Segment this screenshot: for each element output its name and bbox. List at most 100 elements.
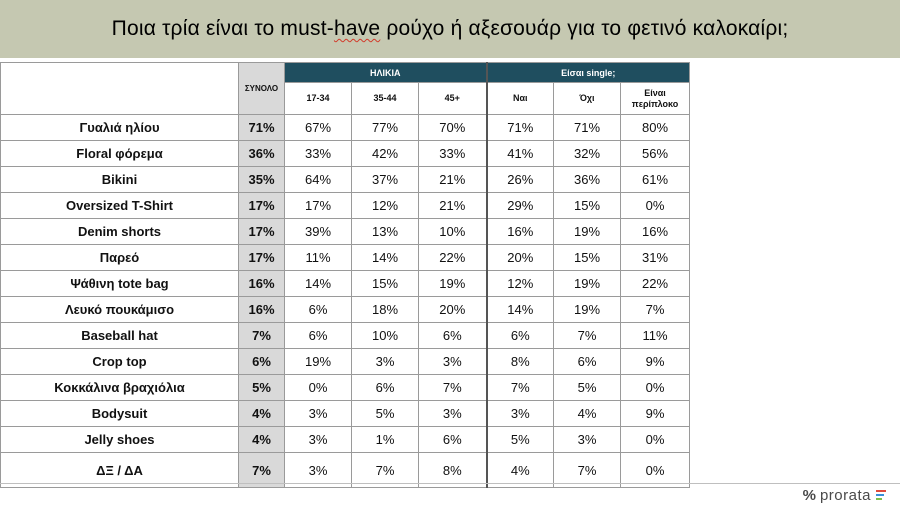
value-cell: 3% xyxy=(351,348,419,375)
value-cell: 14% xyxy=(485,296,554,323)
table-row: Floral φόρεμα 36% 33% 42% 33% 41% 32% 56% xyxy=(0,140,691,167)
value-cell: 6% xyxy=(284,322,352,349)
row-label: Γυαλιά ηλίου xyxy=(0,114,239,141)
percent-logo-icon: % xyxy=(802,486,816,504)
total-header: ΣΥΝΟΛΟ xyxy=(238,62,285,115)
corner-cell xyxy=(0,62,239,115)
value-cell: 4% xyxy=(553,400,621,427)
value-cell: 16% xyxy=(485,218,554,245)
value-cell: 10% xyxy=(351,322,419,349)
value-cell: 64% xyxy=(284,166,352,193)
value-cell: 3% xyxy=(485,400,554,427)
total-value: 4% xyxy=(238,400,285,427)
value-cell: 10% xyxy=(418,218,487,245)
title-bar: Ποια τρία είναι το must-have ρούχο ή αξε… xyxy=(0,0,900,58)
total-value: 17% xyxy=(238,244,285,271)
sub-header: 35-44 xyxy=(351,82,419,115)
total-value: 17% xyxy=(238,192,285,219)
table-body: Γυαλιά ηλίου 71% 67% 77% 70% 71% 71% 80% Floral … xyxy=(0,114,691,488)
value-cell: 19% xyxy=(284,348,352,375)
value-cell: 12% xyxy=(485,270,554,297)
value-cell: 7% xyxy=(553,452,621,488)
value-cell: 37% xyxy=(351,166,419,193)
total-value: 16% xyxy=(238,296,285,323)
total-value: 4% xyxy=(238,426,285,453)
value-cell: 0% xyxy=(619,374,691,401)
value-cell: 21% xyxy=(418,166,487,193)
value-cell: 12% xyxy=(351,192,419,219)
table-row: Παρεό 17% 11% 14% 22% 20% 15% 31% xyxy=(0,244,691,271)
value-cell: 6% xyxy=(351,374,419,401)
value-cell: 0% xyxy=(619,192,691,219)
value-cell: 7% xyxy=(351,452,419,488)
sub-header: Ναι xyxy=(485,82,554,115)
value-cell: 61% xyxy=(619,166,691,193)
value-cell: 19% xyxy=(553,270,621,297)
value-cell: 9% xyxy=(619,348,691,375)
row-label: ΔΞ / ΔΑ xyxy=(0,452,239,488)
value-cell: 70% xyxy=(418,114,487,141)
logo-text: prorata xyxy=(819,486,871,504)
value-cell: 19% xyxy=(418,270,487,297)
value-cell: 6% xyxy=(284,296,352,323)
row-label: Παρεό xyxy=(0,244,239,271)
group-header-single: Είσαι single; xyxy=(485,62,691,83)
total-value: 71% xyxy=(238,114,285,141)
table-row: Κοκκάλινα βραχιόλια 5% 0% 6% 7% 7% 5% 0% xyxy=(0,374,691,401)
logo-bars-icon xyxy=(876,490,886,500)
value-cell: 15% xyxy=(351,270,419,297)
value-cell: 6% xyxy=(485,322,554,349)
table-row: Λευκό πουκάμισο 16% 6% 18% 20% 14% 19% 7% xyxy=(0,296,691,323)
value-cell: 0% xyxy=(619,426,691,453)
row-label: Denim shorts xyxy=(0,218,239,245)
value-cell: 67% xyxy=(284,114,352,141)
value-cell: 32% xyxy=(553,140,621,167)
total-value: 36% xyxy=(238,140,285,167)
value-cell: 39% xyxy=(284,218,352,245)
value-cell: 56% xyxy=(619,140,691,167)
value-cell: 11% xyxy=(284,244,352,271)
value-cell: 5% xyxy=(351,400,419,427)
value-cell: 7% xyxy=(418,374,487,401)
total-value: 5% xyxy=(238,374,285,401)
value-cell: 3% xyxy=(418,400,487,427)
title-part-before: Ποια τρία είναι το must- xyxy=(111,17,334,40)
table-row: Denim shorts 17% 39% 13% 10% 16% 19% 16% xyxy=(0,218,691,245)
title-part-underlined: have xyxy=(333,17,381,40)
value-cell: 31% xyxy=(619,244,691,271)
value-cell: 41% xyxy=(485,140,554,167)
value-cell: 71% xyxy=(485,114,554,141)
row-label: Crop top xyxy=(0,348,239,375)
footer-divider xyxy=(0,483,900,484)
value-cell: 19% xyxy=(553,296,621,323)
value-cell: 7% xyxy=(485,374,554,401)
value-cell: 33% xyxy=(284,140,352,167)
value-cell: 22% xyxy=(418,244,487,271)
row-label: Bikini xyxy=(0,166,239,193)
value-cell: 8% xyxy=(418,452,487,488)
value-cell: 3% xyxy=(284,400,352,427)
value-cell: 20% xyxy=(418,296,487,323)
sub-header: 17-34 xyxy=(284,82,352,115)
value-cell: 11% xyxy=(619,322,691,349)
sub-header: 45+ xyxy=(418,82,487,115)
value-cell: 33% xyxy=(418,140,487,167)
page-title: Ποια τρία είναι το must-have ρούχο ή αξε… xyxy=(112,17,789,41)
table-row: Γυαλιά ηλίου 71% 67% 77% 70% 71% 71% 80% xyxy=(0,114,691,141)
table-row: Bikini 35% 64% 37% 21% 26% 36% 61% xyxy=(0,166,691,193)
value-cell: 7% xyxy=(619,296,691,323)
value-cell: 14% xyxy=(351,244,419,271)
survey-table: ΣΥΝΟΛΟ ΗΛΙΚΙΑ Είσαι single; 17-34 35-44 … xyxy=(0,62,691,488)
row-label: Floral φόρεμα xyxy=(0,140,239,167)
value-cell: 5% xyxy=(553,374,621,401)
value-cell: 26% xyxy=(485,166,554,193)
value-cell: 15% xyxy=(553,244,621,271)
value-cell: 13% xyxy=(351,218,419,245)
value-cell: 18% xyxy=(351,296,419,323)
value-cell: 9% xyxy=(619,400,691,427)
value-cell: 42% xyxy=(351,140,419,167)
value-cell: 80% xyxy=(619,114,691,141)
total-value: 7% xyxy=(238,322,285,349)
value-cell: 0% xyxy=(284,374,352,401)
value-cell: 5% xyxy=(485,426,554,453)
